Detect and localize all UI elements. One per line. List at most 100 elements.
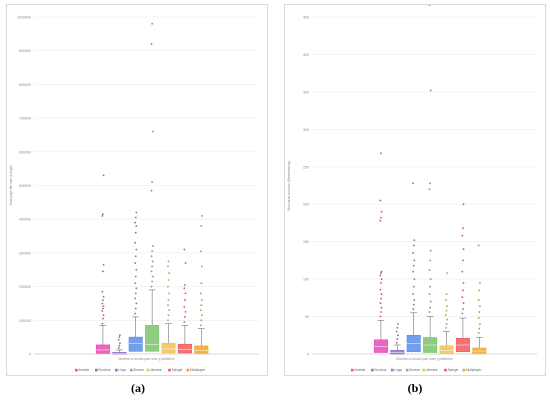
y-tick-label: 1000000 xyxy=(17,16,31,20)
box-body xyxy=(145,325,160,352)
legend-label: Eurotour xyxy=(98,368,111,372)
legend-label: Lingo xyxy=(394,368,402,372)
outlier-point xyxy=(167,265,169,268)
outlier-point xyxy=(150,255,153,258)
box-sinnum xyxy=(423,5,438,353)
outlier-point xyxy=(134,262,136,264)
legend-swatch xyxy=(351,368,354,372)
outlier-point xyxy=(462,308,464,310)
y-tick-label: 250 xyxy=(303,165,309,169)
legend-swatch xyxy=(371,368,374,372)
outlier-point xyxy=(134,282,136,285)
box-spiegel xyxy=(177,248,192,354)
x-axis-label: Months or books part over y plattform xyxy=(118,357,174,361)
box-sinnum xyxy=(145,22,160,352)
legend-label: Multiplayer xyxy=(190,368,206,372)
outlier-point xyxy=(413,278,416,280)
y-tick-label: 0 xyxy=(29,353,31,357)
outlier-point xyxy=(118,344,121,347)
box-multiplayer xyxy=(194,214,209,354)
outlier-point xyxy=(445,314,447,316)
outlier-point xyxy=(102,307,104,310)
outlier-point xyxy=(380,152,382,155)
box-literatur xyxy=(439,272,454,354)
outlier-point xyxy=(446,272,448,274)
outlier-point xyxy=(462,302,465,304)
outlier-point xyxy=(379,302,382,304)
outlier-point xyxy=(134,312,136,315)
y-tick-label: 700000 xyxy=(19,117,31,121)
outlier-point xyxy=(184,299,186,301)
outlier-point xyxy=(199,309,202,312)
outlier-point xyxy=(479,305,481,307)
outlier-point xyxy=(412,252,414,254)
outlier-point xyxy=(151,22,153,25)
y-tick-label: 600000 xyxy=(19,150,31,154)
box-body xyxy=(390,349,405,355)
legend-label: Arbeiter xyxy=(78,368,90,372)
outlier-point xyxy=(151,260,154,263)
chart-panel-b: 0 50 100 150 200 250 300 350 400 450 Maximum durat… xyxy=(284,4,546,376)
outlier-point xyxy=(135,287,138,290)
outlier-point xyxy=(428,311,431,313)
outlier-point xyxy=(151,250,153,253)
outlier-point xyxy=(199,324,202,327)
outlier-point xyxy=(167,304,169,306)
y-tick-label: 800000 xyxy=(19,83,31,87)
outlier-point xyxy=(380,216,382,219)
box-arbeiter xyxy=(95,174,110,354)
outlier-point xyxy=(135,268,138,271)
y-tick-label: 0 xyxy=(307,353,309,357)
y-tick-label: 100000 xyxy=(19,319,31,323)
box-body xyxy=(439,345,454,354)
outlier-point xyxy=(445,293,448,295)
chart-panel-a: 0 100000 200000 300000 400000 500000 600000 700… xyxy=(6,4,268,376)
y-tick-label: 300 xyxy=(303,128,309,132)
outlier-point xyxy=(380,297,382,300)
outlier-point xyxy=(380,210,383,213)
x-axis-label: Months or books part over y plattform xyxy=(396,357,452,361)
outlier-point xyxy=(183,287,186,290)
caption-a: (a) xyxy=(131,381,145,395)
outlier-point xyxy=(200,304,203,306)
outlier-point xyxy=(167,299,170,301)
outlier-point xyxy=(445,323,448,325)
outlier-point xyxy=(200,319,203,322)
outlier-point xyxy=(462,259,464,262)
legend-swatch xyxy=(422,368,426,372)
outlier-point xyxy=(102,299,104,301)
y-tick-label: 150 xyxy=(303,240,309,244)
outlier-point xyxy=(478,311,481,313)
y-tick-label: 200 xyxy=(303,203,309,207)
outlier-point xyxy=(200,225,203,227)
outlier-point xyxy=(134,241,136,244)
outlier-point xyxy=(429,300,432,303)
outlier-point xyxy=(199,250,202,253)
outlier-point xyxy=(151,181,153,183)
outlier-point xyxy=(462,282,465,284)
outlier-point xyxy=(379,274,382,277)
outlier-point xyxy=(184,311,187,313)
outlier-point xyxy=(413,259,416,262)
outlier-point xyxy=(119,334,121,336)
outlier-point xyxy=(412,293,414,295)
box-lingo xyxy=(128,211,143,352)
box-plot-a: 0 100000 200000 300000 400000 500000 600000 700… xyxy=(9,16,259,372)
outlier-point xyxy=(102,305,105,307)
y-tick-label: 450 xyxy=(303,16,309,20)
outlier-point xyxy=(102,314,105,317)
y-axis-label: Total page file size (Lange) xyxy=(9,165,13,206)
outlier-point xyxy=(150,285,153,288)
y-tick-label: 400000 xyxy=(19,218,31,222)
outlier-point xyxy=(412,264,415,267)
outlier-point xyxy=(168,309,170,312)
outlier-point xyxy=(134,275,137,278)
y-tick-label: 50 xyxy=(305,315,309,319)
legend-swatch xyxy=(444,368,447,372)
outlier-point xyxy=(134,255,137,258)
outlier-point xyxy=(168,272,170,274)
outlier-point xyxy=(380,293,383,295)
box-body xyxy=(177,343,192,354)
outlier-point xyxy=(429,182,431,185)
legend-label: Multiplayer xyxy=(466,368,482,372)
